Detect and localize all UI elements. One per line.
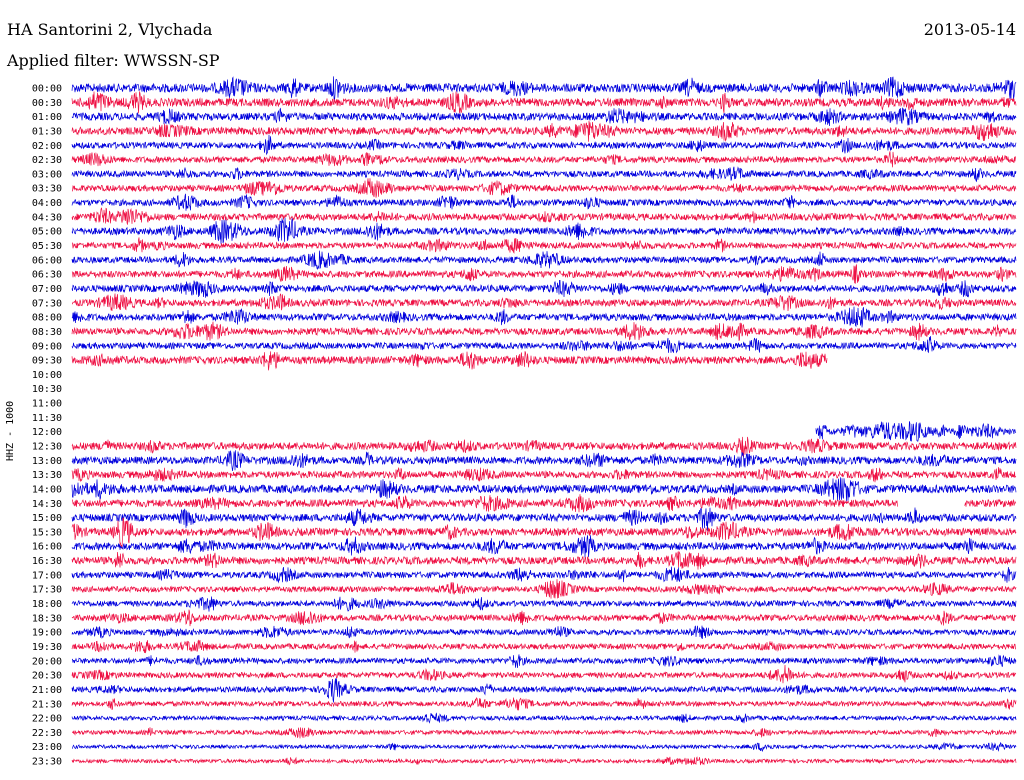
row-time-label: 14:00 [32,484,62,495]
row-time-label: 21:30 [32,699,62,710]
row-time-label: 17:00 [32,570,62,581]
row-time-label: 17:30 [32,585,62,596]
row-time-label: 11:30 [32,413,62,424]
row-time-label: 09:00 [32,341,62,352]
row-time-label: 06:00 [32,255,62,266]
row-time-label: 00:30 [32,98,62,109]
applied-filter-label: Applied filter: WWSSN-SP [7,51,220,70]
seismic-trace [71,678,1017,703]
seismic-trace [71,712,1017,724]
row-time-label: 02:00 [32,141,62,152]
row-time-label: 04:00 [32,198,62,209]
seismic-trace [71,579,1017,599]
seismic-trace [71,450,1017,472]
seismic-trace [71,566,1017,584]
seismic-trace [71,550,1017,570]
row-time-label: 00:00 [32,84,62,95]
row-time-label: 07:30 [32,298,62,309]
seismic-trace [71,639,1017,654]
seismic-trace [71,517,1017,549]
row-time-label: 13:00 [32,456,62,467]
seismic-trace [71,134,1017,156]
row-time-label: 02:30 [32,155,62,166]
row-time-label: 13:30 [32,470,62,481]
row-time-label: 03:30 [32,184,62,195]
row-time-label: 18:30 [32,613,62,624]
row-time-label: 16:30 [32,556,62,567]
row-time-label: 19:30 [32,642,62,653]
row-time-label: 23:00 [32,742,62,753]
page-title: HA Santorini 2, Vlychada [7,20,213,39]
seismic-trace [72,293,1017,312]
seismic-trace [71,207,1017,225]
seismic-trace [71,120,1017,142]
row-time-label: 09:30 [32,356,62,367]
seismic-trace [71,178,1017,198]
row-time-label: 11:00 [32,399,62,410]
row-time-label: 12:30 [32,442,62,453]
seismic-trace [71,321,1017,341]
row-time-label: 03:00 [32,169,62,180]
seismic-trace [815,421,1017,442]
row-time-label: 06:30 [32,270,62,281]
row-time-label: 22:00 [32,714,62,725]
row-time-label: 15:00 [32,513,62,524]
seismic-trace [71,306,1017,328]
seismic-trace [71,107,1017,127]
seismic-trace [71,217,1017,244]
page-date: 2013-05-14 [923,20,1016,39]
seismic-trace [71,263,1017,284]
seismic-trace [71,654,1017,668]
seismic-trace [71,494,1017,513]
row-time-label: 08:00 [32,313,62,324]
seismic-trace [71,90,1017,114]
seismic-trace [71,280,1017,298]
seismic-trace [71,507,1017,532]
row-time-label: 05:00 [32,227,62,238]
seismic-trace [71,193,1017,211]
row-time-label: 12:00 [32,427,62,438]
channel-label: HHZ - 1000 [5,400,16,461]
seismic-trace [71,535,1017,558]
seismic-trace [71,625,1017,639]
seismic-trace [71,351,828,371]
seismic-trace [71,250,1017,270]
row-time-label: 20:30 [32,671,62,682]
seismic-trace [71,466,1017,483]
row-time-label: 19:00 [32,628,62,639]
seismic-trace [71,477,1017,502]
seismic-trace [71,436,1017,458]
row-time-label: 21:00 [32,685,62,696]
seismic-trace [71,756,1017,766]
row-time-label: 04:30 [32,212,62,223]
seismic-trace [71,166,1017,183]
row-time-label: 05:30 [32,241,62,252]
row-time-label: 16:00 [32,542,62,553]
row-time-label: 15:30 [32,527,62,538]
seismic-trace [71,237,1017,254]
seismic-trace [71,336,1017,354]
row-time-label: 22:30 [32,728,62,739]
row-time-label: 20:00 [32,656,62,667]
seismic-trace [71,151,1016,168]
seismic-trace [72,741,1017,752]
seismic-trace [71,609,1017,627]
row-time-label: 01:00 [32,112,62,123]
seismic-trace [71,596,1017,612]
row-time-label: 14:30 [32,499,62,510]
row-time-label: 08:30 [32,327,62,338]
seismic-trace [72,727,1017,739]
row-time-label: 10:00 [32,370,62,381]
row-time-label: 01:30 [32,126,62,137]
row-time-label: 18:00 [32,599,62,610]
seismic-trace [71,697,1017,711]
seismic-trace [71,664,1017,684]
row-time-label: 23:30 [32,757,62,768]
row-time-label: 07:00 [32,284,62,295]
seismic-trace [71,76,1017,101]
row-time-label: 10:30 [32,384,62,395]
